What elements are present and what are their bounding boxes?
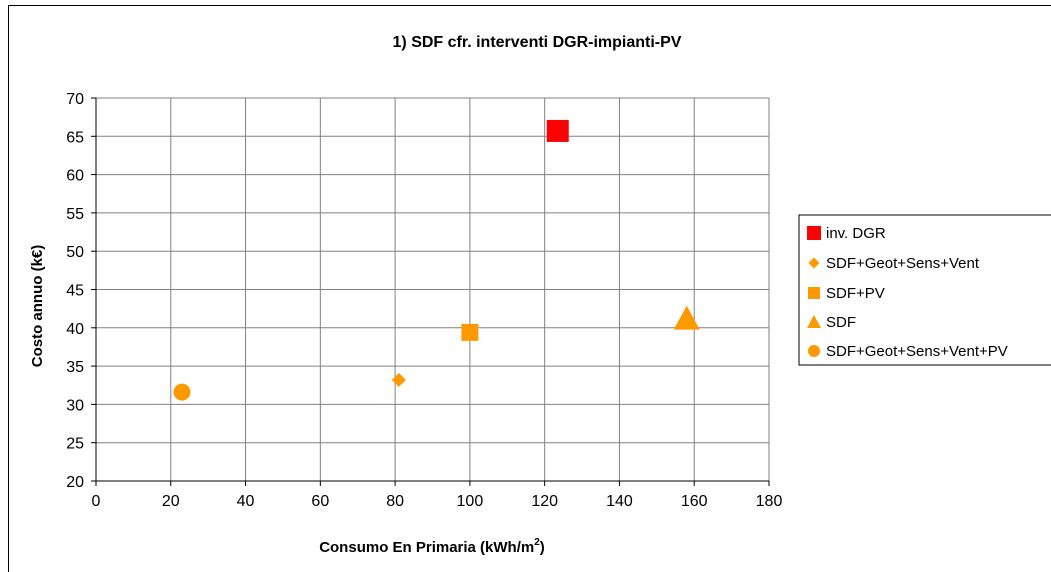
y-tick-label: 70 <box>66 91 84 108</box>
y-tick-label: 35 <box>66 359 84 376</box>
y-axis-label: Costo annuo (k€) <box>29 245 46 368</box>
legend-label-sdf: SDF <box>826 314 856 331</box>
legend-label-sdf-geot-sens-vent-pv: SDF+Geot+Sens+Vent+PV <box>826 343 1008 360</box>
legend-label-sdf-geot-sens-vent: SDF+Geot+Sens+Vent <box>826 255 980 272</box>
data-markers <box>173 119 700 401</box>
x-tick-label: 180 <box>756 493 783 510</box>
data-point-sdf-pv <box>461 323 479 341</box>
legend-marker-sdf <box>807 315 821 328</box>
x-tick-label: 0 <box>92 493 101 510</box>
legend-marker-sdf-geot-sens-vent <box>808 257 820 269</box>
y-tick-label: 20 <box>66 474 84 491</box>
axis-ticks: 0 20 40 60 80 100 120 140 160 180 20 25 30 35 40 45 50 55… <box>66 91 782 510</box>
y-tick-label: 40 <box>66 321 84 338</box>
x-tick-label: 160 <box>681 493 708 510</box>
x-tick-label: 140 <box>606 493 633 510</box>
y-tick-label: 65 <box>66 129 84 146</box>
legend-box <box>798 214 1051 366</box>
x-tick-label: 120 <box>531 493 558 510</box>
data-point-inv-dgr <box>546 119 569 142</box>
chart-frame <box>8 5 1051 572</box>
legend-label-inv-dgr: inv. DGR <box>826 225 886 242</box>
x-tick-label: 20 <box>162 493 180 510</box>
y-tick-label: 45 <box>66 283 84 300</box>
x-axis-label: Consumo En Primaria (kWh/m2) <box>319 537 545 556</box>
x-tick-label: 80 <box>386 493 404 510</box>
x-tick-label: 60 <box>311 493 329 510</box>
legend-marker-sdf-geot-sens-vent-pv <box>808 345 820 357</box>
x-tick-label: 40 <box>237 493 255 510</box>
x-axis-label-superscript: 2 <box>534 537 540 548</box>
legend-label-sdf-pv: SDF+PV <box>826 285 885 302</box>
data-point-sdf-geot-sens-vent <box>391 372 406 387</box>
data-point-sdf <box>673 305 700 330</box>
legend-marker-sdf-pv <box>808 287 820 299</box>
y-tick-label: 60 <box>66 168 84 185</box>
y-tick-label: 55 <box>66 206 84 223</box>
x-tick-label: 100 <box>457 493 484 510</box>
chart-legend: inv. DGR SDF+Geot+Sens+Vent SDF+PV SDF SDF+G… <box>798 214 1051 366</box>
y-tick-label: 25 <box>66 436 84 453</box>
y-tick-label: 30 <box>66 397 84 414</box>
grid-lines <box>95 97 770 482</box>
legend-marker-inv-dgr <box>807 226 821 240</box>
chart-title: 1) SDF cfr. interventi DGR-impianti-PV <box>393 34 682 51</box>
y-tick-label: 50 <box>66 244 84 261</box>
data-point-sdf-geot-sens-vent-pv <box>173 383 191 401</box>
